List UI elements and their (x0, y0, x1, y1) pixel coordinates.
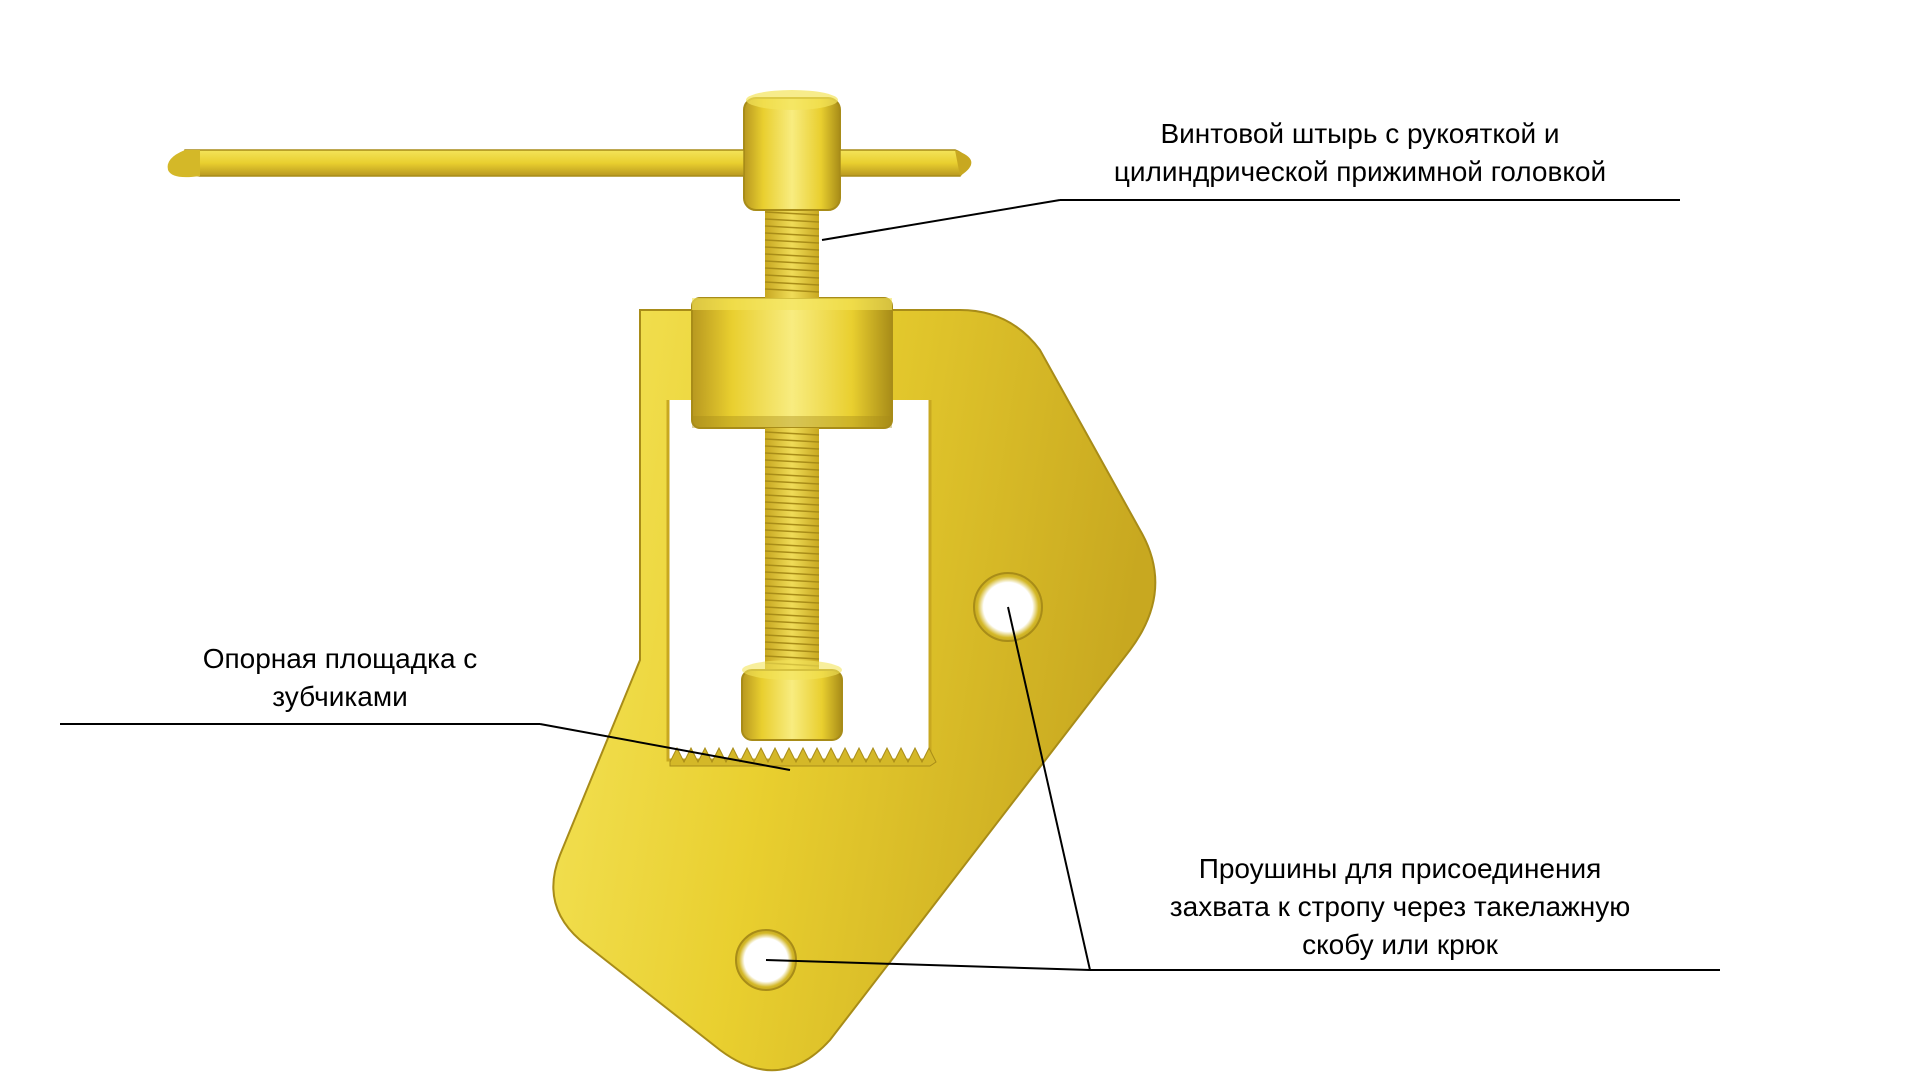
screw-shaft (765, 428, 819, 674)
screw-upper-thread (765, 208, 819, 298)
label-platform: Опорная площадка с зубчиками (150, 640, 530, 716)
label-platform-line2: зубчиками (272, 681, 408, 712)
label-screw-line2: цилиндрической прижимной головкой (1114, 156, 1606, 187)
screw-foot (742, 660, 842, 740)
clamp-body (553, 298, 1155, 1070)
screw-handle (168, 150, 972, 177)
label-lugs: Проушины для присоединения захвата к стр… (1130, 850, 1670, 963)
label-lugs-line2: захвата к стропу через такелажную (1170, 891, 1630, 922)
label-lugs-line1: Проушины для присоединения (1199, 853, 1602, 884)
label-screw-line1: Винтовой штырь с рукояткой и (1160, 118, 1559, 149)
label-platform-line1: Опорная площадка с (203, 643, 478, 674)
screw-cap (744, 90, 840, 210)
label-lugs-line3: скобу или крюк (1302, 929, 1498, 960)
label-screw: Винтовой штырь с рукояткой и цилиндричес… (1080, 115, 1640, 191)
